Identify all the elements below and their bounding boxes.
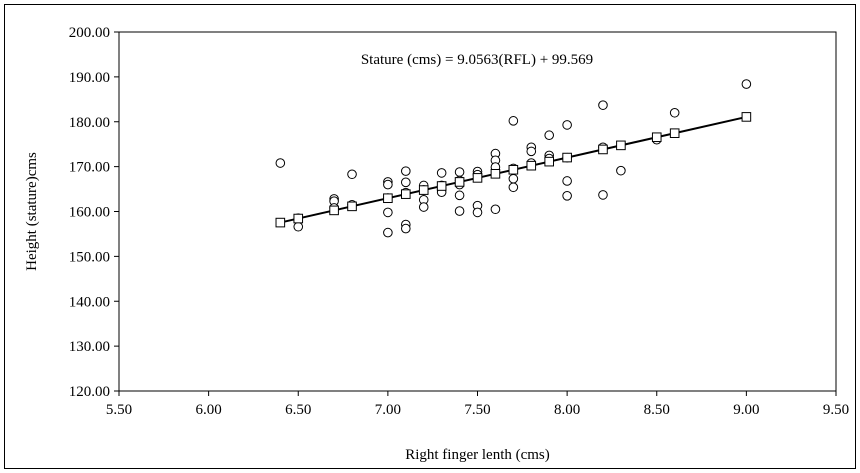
predicted-point bbox=[275, 217, 286, 228]
observed-point bbox=[454, 167, 465, 177]
observed-point bbox=[401, 166, 411, 176]
predicted-point bbox=[454, 177, 465, 187]
predicted-points bbox=[275, 112, 752, 228]
x-tick-label: 8.50 bbox=[644, 402, 670, 418]
observed-point bbox=[598, 190, 608, 200]
observed-point bbox=[508, 116, 519, 126]
x-tick-label: 9.50 bbox=[823, 402, 849, 418]
observed-point bbox=[544, 130, 555, 141]
observed-point bbox=[490, 204, 501, 215]
observed-point bbox=[741, 79, 752, 89]
observed-point bbox=[454, 206, 465, 216]
x-tick-label: 8.00 bbox=[554, 402, 580, 418]
observed-point bbox=[598, 100, 608, 110]
x-tick-label: 7.00 bbox=[375, 402, 401, 418]
predicted-point bbox=[490, 169, 501, 179]
x-tick-label: 7.50 bbox=[464, 402, 490, 418]
predicted-point bbox=[598, 144, 608, 155]
observed-point bbox=[401, 223, 411, 234]
predicted-point bbox=[293, 213, 304, 224]
observed-point bbox=[293, 221, 304, 232]
observed-point bbox=[669, 107, 680, 118]
predicted-point bbox=[401, 189, 411, 199]
observed-point bbox=[347, 169, 357, 180]
x-tick-label: 6.00 bbox=[196, 402, 222, 418]
predicted-point bbox=[526, 160, 537, 171]
predicted-point bbox=[472, 173, 483, 183]
observed-point bbox=[383, 179, 393, 190]
y-tick-label: 160.00 bbox=[69, 205, 110, 221]
observed-point bbox=[562, 120, 572, 130]
y-tick-label: 150.00 bbox=[69, 249, 110, 265]
y-tick-label: 200.00 bbox=[69, 25, 110, 41]
predicted-point bbox=[651, 132, 662, 143]
y-tick-label: 180.00 bbox=[69, 115, 110, 131]
x-axis-ticks: 5.50 6.00 6.50 7.00 7.50 8.00 8.50 9.00 9.50 bbox=[106, 391, 849, 418]
y-axis-title: Height (stature)cms bbox=[24, 152, 40, 271]
observed-point bbox=[401, 177, 411, 188]
regression-equation: Stature (cms) = 9.0563(RFL) + 99.569 bbox=[361, 52, 593, 68]
predicted-point bbox=[418, 185, 429, 195]
predicted-point bbox=[436, 181, 447, 191]
observed-point bbox=[436, 168, 447, 178]
predicted-point bbox=[383, 193, 393, 204]
y-tick-label: 120.00 bbox=[69, 384, 110, 400]
observed-point bbox=[508, 182, 519, 193]
y-tick-label: 130.00 bbox=[69, 339, 110, 355]
y-tick-label: 170.00 bbox=[69, 160, 110, 176]
predicted-point bbox=[347, 201, 357, 212]
observed-point bbox=[275, 158, 286, 168]
observed-point bbox=[383, 207, 393, 218]
observed-point bbox=[383, 227, 393, 238]
observed-point bbox=[454, 190, 465, 201]
y-tick-label: 190.00 bbox=[69, 70, 110, 86]
observed-point bbox=[508, 173, 519, 184]
predicted-point bbox=[669, 128, 680, 138]
x-tick-label: 9.00 bbox=[733, 402, 759, 418]
x-tick-label: 5.50 bbox=[106, 402, 132, 418]
predicted-point bbox=[329, 205, 339, 216]
y-tick-label: 140.00 bbox=[69, 294, 110, 310]
predicted-point bbox=[616, 140, 626, 151]
observed-point bbox=[526, 146, 537, 157]
observed-point bbox=[472, 207, 483, 218]
y-axis-ticks: 120.00 130.00 140.00 150.00 160.00 170.00 180.… bbox=[69, 25, 119, 400]
predicted-point bbox=[508, 164, 519, 175]
observed-point bbox=[616, 165, 626, 176]
x-axis-title: Right finger lenth (cms) bbox=[405, 447, 550, 463]
x-tick-label: 6.50 bbox=[285, 402, 311, 418]
predicted-point bbox=[562, 152, 572, 163]
observed-point bbox=[418, 202, 429, 212]
observed-point bbox=[562, 176, 572, 186]
observed-point bbox=[562, 190, 572, 201]
predicted-point bbox=[741, 112, 752, 122]
predicted-point bbox=[544, 156, 555, 167]
